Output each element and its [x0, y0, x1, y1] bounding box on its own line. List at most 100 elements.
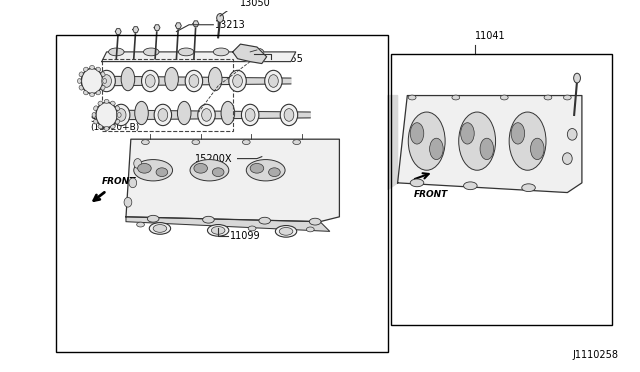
Ellipse shape — [134, 158, 141, 168]
Ellipse shape — [111, 101, 115, 105]
Ellipse shape — [198, 104, 215, 126]
Text: J1110258: J1110258 — [573, 350, 619, 360]
Ellipse shape — [511, 123, 525, 144]
Text: FRONT: FRONT — [414, 190, 449, 199]
Ellipse shape — [221, 101, 235, 125]
Ellipse shape — [147, 215, 159, 222]
Ellipse shape — [96, 91, 100, 95]
Ellipse shape — [103, 78, 107, 83]
Ellipse shape — [408, 95, 416, 100]
Polygon shape — [92, 76, 291, 86]
Ellipse shape — [567, 129, 577, 140]
Ellipse shape — [135, 101, 148, 125]
Ellipse shape — [461, 123, 474, 144]
Text: 13213: 13213 — [215, 20, 246, 30]
Ellipse shape — [248, 48, 264, 56]
Text: SEC.130: SEC.130 — [90, 115, 128, 124]
Polygon shape — [193, 21, 199, 27]
Ellipse shape — [141, 70, 159, 92]
Ellipse shape — [190, 160, 229, 181]
Ellipse shape — [93, 119, 98, 124]
Ellipse shape — [212, 168, 224, 177]
Bar — [392, 54, 612, 325]
Ellipse shape — [202, 109, 211, 121]
Bar — [56, 35, 388, 352]
Text: FRONT: FRONT — [102, 177, 136, 186]
Bar — [102, 59, 233, 131]
Ellipse shape — [98, 101, 102, 105]
Ellipse shape — [177, 101, 191, 125]
Ellipse shape — [185, 70, 203, 92]
Ellipse shape — [104, 126, 109, 131]
Ellipse shape — [275, 225, 297, 237]
Polygon shape — [126, 139, 339, 222]
Ellipse shape — [452, 95, 460, 100]
Ellipse shape — [165, 67, 179, 91]
Ellipse shape — [265, 70, 282, 92]
Text: (13020+B): (13020+B) — [90, 123, 140, 132]
Ellipse shape — [259, 217, 271, 224]
Ellipse shape — [90, 65, 95, 69]
Ellipse shape — [245, 109, 255, 121]
Ellipse shape — [243, 140, 250, 145]
Ellipse shape — [104, 99, 109, 103]
Ellipse shape — [509, 112, 546, 170]
Ellipse shape — [307, 227, 314, 232]
Text: 11099: 11099 — [230, 231, 260, 241]
Ellipse shape — [143, 48, 159, 56]
Ellipse shape — [83, 91, 88, 95]
Ellipse shape — [153, 225, 167, 232]
Polygon shape — [107, 110, 310, 120]
Ellipse shape — [280, 104, 298, 126]
Ellipse shape — [111, 125, 115, 129]
Ellipse shape — [137, 222, 145, 227]
Ellipse shape — [284, 109, 294, 121]
Ellipse shape — [79, 86, 83, 90]
Ellipse shape — [213, 48, 229, 56]
Ellipse shape — [293, 140, 301, 145]
Ellipse shape — [209, 67, 222, 91]
Ellipse shape — [203, 216, 214, 223]
Ellipse shape — [573, 73, 580, 83]
Ellipse shape — [124, 198, 132, 207]
Ellipse shape — [429, 138, 443, 160]
Ellipse shape — [109, 48, 124, 56]
Ellipse shape — [115, 106, 120, 110]
Ellipse shape — [134, 160, 173, 181]
Ellipse shape — [90, 93, 95, 96]
Ellipse shape — [145, 75, 155, 87]
Ellipse shape — [309, 218, 321, 225]
Ellipse shape — [408, 112, 445, 170]
Ellipse shape — [158, 109, 168, 121]
Ellipse shape — [149, 222, 171, 234]
Ellipse shape — [480, 138, 493, 160]
Ellipse shape — [156, 168, 168, 177]
Ellipse shape — [102, 75, 111, 87]
Ellipse shape — [207, 225, 229, 236]
Ellipse shape — [113, 104, 130, 126]
Polygon shape — [388, 96, 397, 190]
Polygon shape — [102, 52, 296, 62]
Ellipse shape — [192, 140, 200, 145]
Text: 13050: 13050 — [239, 0, 270, 9]
Polygon shape — [132, 27, 139, 32]
Polygon shape — [154, 25, 160, 31]
Polygon shape — [115, 29, 121, 35]
Ellipse shape — [116, 109, 126, 121]
Ellipse shape — [96, 67, 100, 71]
Ellipse shape — [248, 226, 256, 231]
Text: 15200X: 15200X — [195, 154, 233, 164]
Ellipse shape — [563, 95, 572, 100]
Ellipse shape — [544, 95, 552, 100]
Ellipse shape — [189, 75, 199, 87]
Ellipse shape — [129, 178, 137, 188]
Polygon shape — [233, 44, 267, 64]
Ellipse shape — [269, 75, 278, 87]
Ellipse shape — [101, 72, 105, 77]
Ellipse shape — [246, 160, 285, 181]
Ellipse shape — [179, 48, 194, 56]
Ellipse shape — [115, 119, 120, 124]
Ellipse shape — [81, 68, 103, 94]
Polygon shape — [397, 96, 582, 193]
Ellipse shape — [211, 227, 225, 234]
